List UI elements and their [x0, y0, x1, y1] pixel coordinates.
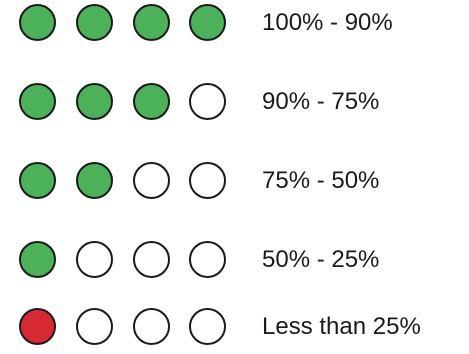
legend-row-label: 90% - 75% — [262, 88, 380, 115]
legend-row-less-than-25: Less than 25% — [0, 308, 469, 348]
rating-circle-icon — [19, 83, 56, 120]
rating-circle-icon — [76, 308, 113, 345]
legend-row-75-50: 75% - 50% — [0, 162, 469, 202]
rating-circle-icon — [19, 241, 56, 278]
rating-circle-icon — [19, 308, 56, 345]
rating-circle-icon — [133, 308, 170, 345]
legend-row-label: 75% - 50% — [262, 167, 380, 194]
rating-circle-icon — [189, 83, 226, 120]
legend-row-100-90: 100% - 90% — [0, 4, 469, 44]
rating-circle-icon — [189, 241, 226, 278]
legend-row-90-75: 90% - 75% — [0, 83, 469, 123]
rating-circle-icon — [133, 241, 170, 278]
rating-circle-icon — [76, 83, 113, 120]
rating-circle-icon — [133, 4, 170, 41]
rating-circle-icon — [76, 241, 113, 278]
rating-circle-icon — [133, 83, 170, 120]
legend-row-50-25: 50% - 25% — [0, 241, 469, 281]
legend-row-label: 100% - 90% — [262, 9, 393, 36]
rating-circle-icon — [19, 162, 56, 199]
rating-circle-icon — [189, 308, 226, 345]
rating-circle-icon — [189, 4, 226, 41]
legend-row-label: Less than 25% — [262, 313, 421, 340]
rating-circle-icon — [19, 4, 56, 41]
rating-circle-icon — [133, 162, 170, 199]
legend-row-label: 50% - 25% — [262, 246, 380, 273]
rating-circle-icon — [76, 4, 113, 41]
rating-circle-icon — [189, 162, 226, 199]
rating-circle-icon — [76, 162, 113, 199]
